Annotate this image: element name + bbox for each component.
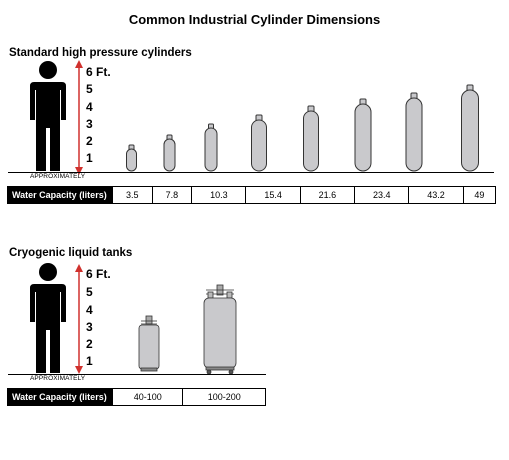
scale-label-4: 4 xyxy=(86,100,93,114)
person-silhouette-icon xyxy=(30,263,66,373)
scale-label-6ft: 6 Ft. xyxy=(86,65,111,79)
approximately-label: APPROXIMATELY xyxy=(30,375,86,382)
scale-label-1: 1 xyxy=(86,151,93,165)
person-silhouette-icon xyxy=(30,61,66,171)
scale-label-2: 2 xyxy=(86,337,93,351)
height-scale-arrow xyxy=(75,60,83,175)
scale-label-3: 3 xyxy=(86,117,93,131)
cylinder-10.3 xyxy=(204,123,218,172)
section-heading-cryogenic: Cryogenic liquid tanks xyxy=(9,247,133,259)
scale-label-5: 5 xyxy=(86,82,93,96)
cylinder-15.4 xyxy=(251,114,267,172)
ground-line xyxy=(8,374,266,375)
capacity-cell: 10.3 xyxy=(191,186,247,204)
section-heading-high-pressure: Standard high pressure cylinders xyxy=(9,47,192,59)
page-title: Common Industrial Cylinder Dimensions xyxy=(128,12,381,27)
scale-label-1: 1 xyxy=(86,354,93,368)
scale-label-4: 4 xyxy=(86,303,93,317)
dewar-40-100 xyxy=(138,315,160,372)
scale-label-2: 2 xyxy=(86,134,93,148)
cylinder-23.4 xyxy=(354,98,372,172)
height-scale-arrow xyxy=(75,264,83,374)
ground-line xyxy=(8,172,494,173)
cylinder-43.2 xyxy=(405,92,423,172)
scale-label-6ft: 6 Ft. xyxy=(86,267,111,281)
scale-label-5: 5 xyxy=(86,285,93,299)
cylinder-3.5 xyxy=(126,144,137,172)
cylinder-49 xyxy=(461,84,479,172)
capacity-table-high-pressure: Water Capacity (liters) 3.5 7.8 10.3 15.… xyxy=(7,186,497,204)
capacity-cell: 40-100 xyxy=(111,388,184,406)
cylinder-7.8 xyxy=(163,134,176,172)
capacity-cell: 21.6 xyxy=(299,186,356,204)
table-header: Water Capacity (liters) xyxy=(7,186,113,204)
capacity-cell: 7.8 xyxy=(151,186,193,204)
table-header: Water Capacity (liters) xyxy=(7,388,113,406)
capacity-cell: 49 xyxy=(462,186,497,204)
capacity-table-cryogenic: Water Capacity (liters) 40-100 100-200 xyxy=(7,388,266,406)
cylinder-21.6 xyxy=(303,105,319,172)
scale-label-3: 3 xyxy=(86,320,93,334)
capacity-cell: 100-200 xyxy=(182,388,266,406)
approximately-label: APPROXIMATELY xyxy=(30,173,86,180)
dewar-100-200 xyxy=(203,284,237,375)
